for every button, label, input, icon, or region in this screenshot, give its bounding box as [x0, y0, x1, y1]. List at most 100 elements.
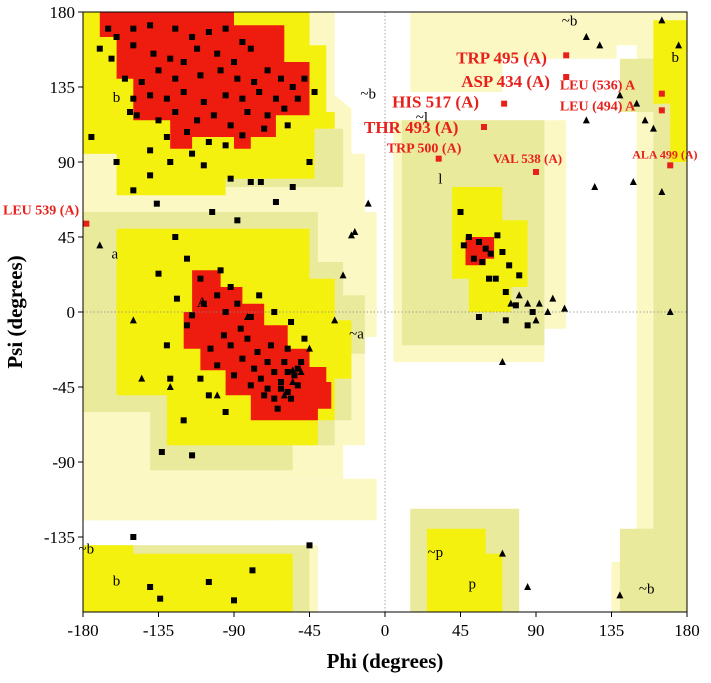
- residue-point: [133, 112, 140, 119]
- residue-label: TRP 495 (A): [456, 48, 547, 67]
- glycine-point: [582, 33, 590, 40]
- region-label: ~l: [416, 110, 428, 126]
- region-labels: b~b~llaA~a~bb~pp~bb~b: [79, 13, 679, 597]
- glycine-point: [561, 304, 569, 312]
- residue-point: [244, 335, 251, 342]
- residue-point: [126, 109, 133, 115]
- residue-point: [217, 267, 224, 274]
- x-tick-label: -135: [143, 621, 174, 640]
- labeled-residue-point: [563, 52, 570, 59]
- glycine-point: [213, 391, 221, 399]
- residue-label: LEU 539 (A): [3, 204, 80, 219]
- residue-point: [234, 75, 241, 82]
- residue-point: [214, 292, 221, 299]
- residue-point: [147, 172, 154, 179]
- region-label: ~b: [562, 13, 578, 29]
- y-tick-label: 45: [58, 228, 75, 247]
- residue-point: [200, 300, 207, 307]
- residue-point: [261, 392, 268, 399]
- residue-point: [482, 245, 489, 252]
- residue-point: [502, 289, 509, 295]
- residue-point: [271, 395, 278, 402]
- residue-point: [200, 162, 207, 169]
- residue-point: [205, 392, 212, 399]
- glycine-point: [658, 188, 666, 195]
- residue-point: [130, 95, 137, 102]
- residue-label: TRP 500 (A): [387, 142, 462, 157]
- residue-point: [113, 34, 120, 40]
- residue-point: [289, 184, 296, 190]
- residue-point: [277, 385, 284, 392]
- residue-point: [158, 449, 165, 455]
- y-axis-ticks: -135 -90 -45 0 45 90 135 180: [44, 3, 83, 547]
- residue-point: [486, 275, 493, 282]
- residue-point: [205, 579, 212, 585]
- residue-point: [167, 55, 174, 62]
- residue-point: [277, 379, 284, 385]
- x-axis-title: Phi (degrees): [327, 649, 444, 673]
- residue-point: [157, 595, 164, 602]
- residue-point: [256, 89, 263, 95]
- x-tick-label: -90: [223, 621, 246, 640]
- glycine-point: [666, 308, 674, 315]
- x-axis-ticks: -180 -135 -90 -45 0 45 90 135 180: [67, 612, 700, 640]
- glycine-point: [339, 271, 347, 279]
- residue-point: [479, 259, 486, 265]
- residue-point: [251, 79, 258, 85]
- residue-point: [147, 22, 154, 29]
- residue-point: [108, 55, 115, 62]
- residue-point: [261, 125, 268, 132]
- glycine-point: [96, 241, 104, 249]
- residue-point: [264, 359, 271, 365]
- residue-point: [200, 99, 207, 105]
- glycine-point: [498, 549, 506, 557]
- region-label: ~b: [360, 87, 376, 103]
- residue-point: [130, 42, 137, 49]
- allowed-region-bottom-left: [83, 545, 134, 612]
- residue-point: [220, 332, 227, 339]
- residue-point: [306, 159, 313, 165]
- residue-labels: TRP 495 (A) ASP 434 (A) HIS 517 (A) THR 493…: [3, 48, 698, 227]
- core-region-beta: [99, 12, 310, 149]
- labeled-residue-point: [435, 155, 442, 162]
- glycine-point: [544, 308, 552, 315]
- allowed-region-right: [653, 20, 687, 162]
- region-label: a: [112, 247, 119, 263]
- residue-point: [457, 209, 464, 215]
- glycine-point: [591, 183, 599, 190]
- residue-point: [205, 139, 212, 145]
- labeled-residue-point: [667, 162, 674, 169]
- residue-point: [288, 395, 295, 402]
- residue-point: [222, 142, 229, 149]
- residue-point: [96, 45, 103, 52]
- residue-point: [147, 584, 154, 590]
- residue-point: [172, 25, 179, 32]
- x-tick-label: 180: [674, 621, 700, 640]
- generous-region-far-right: [619, 58, 687, 612]
- residue-point: [207, 345, 214, 352]
- glycine-point: [166, 383, 174, 390]
- residue-point: [306, 542, 313, 549]
- residue-point: [492, 275, 499, 282]
- residue-point: [294, 365, 301, 372]
- residue-point: [222, 409, 229, 415]
- residue-point: [214, 362, 221, 369]
- region-label: ~b: [639, 582, 655, 598]
- residue-point: [180, 59, 187, 65]
- residue-point: [189, 452, 196, 459]
- glycine-point: [633, 99, 641, 107]
- x-tick-label: -180: [67, 621, 98, 640]
- glycine-point: [675, 41, 683, 49]
- residue-point: [227, 284, 234, 290]
- residue-point: [247, 382, 254, 389]
- y-tick-label: 135: [50, 78, 76, 97]
- residue-point: [311, 89, 318, 95]
- residue-point: [163, 342, 170, 349]
- residue-point: [214, 50, 221, 57]
- region-label: b: [672, 50, 680, 66]
- residue-point: [257, 375, 264, 382]
- residue-point: [506, 262, 513, 269]
- residue-point: [172, 109, 179, 115]
